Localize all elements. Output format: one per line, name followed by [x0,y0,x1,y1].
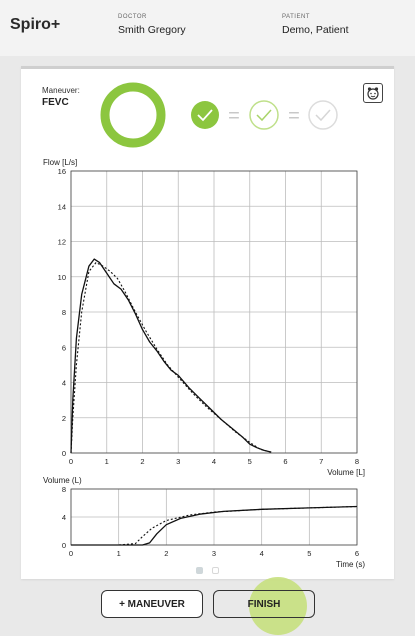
maneuver-label: Maneuver: [42,86,80,95]
x-tick-label: 0 [69,549,73,558]
progress-ring [100,82,166,148]
x-tick-label: 3 [212,549,216,558]
equals-sign: = [228,105,240,127]
quality-indicators: = = [100,82,338,148]
x-tick-label: 5 [248,457,252,466]
x-tick-label: 3 [176,457,180,466]
patient-label: PATIENT [282,14,310,20]
y-tick-label: 8 [62,485,66,494]
finish-touch-highlight [249,577,307,635]
y-tick-label: 10 [58,273,66,282]
x-tick-label: 1 [105,457,109,466]
y-tick-label: 6 [62,343,66,352]
x-tick-label: 1 [117,549,121,558]
x-axis-title: Time (s) [336,560,365,569]
doctor-name: Smith Gregory [118,24,186,36]
patient-name: Demo, Patient [282,24,349,36]
equals-sign: = [288,105,300,127]
x-tick-label: 5 [307,549,311,558]
x-axis-title: Volume [L] [327,468,365,477]
x-tick-label: 8 [355,457,359,466]
plot-frame [70,170,358,454]
x-tick-label: 2 [164,549,168,558]
series-line-reference [70,262,272,454]
app-title: Spiro+ [10,16,61,33]
x-tick-label: 2 [140,457,144,466]
page-indicator [0,567,415,577]
maneuver-value: FEVC [42,97,69,108]
y-tick-label: 2 [62,414,66,423]
page-dot-active[interactable] [196,567,203,574]
finish-button[interactable]: FINISH [213,590,315,618]
y-tick-label: 14 [58,202,66,211]
y-tick-label: 12 [58,238,66,247]
x-tick-label: 0 [69,457,73,466]
y-axis-title: Flow [L/s] [43,158,77,167]
page-dot[interactable] [212,567,219,574]
app-header: Spiro+ DOCTOR Smith Gregory PATIENT Demo… [0,0,415,56]
child-face-icon [367,87,379,100]
y-tick-label: 0 [62,449,66,458]
check-icon [249,100,279,130]
plot-frame [70,488,358,546]
doctor-label: DOCTOR [118,14,147,20]
y-axis-title: Volume (L) [43,477,82,485]
series-line-measured [70,258,272,454]
y-tick-label: 4 [62,379,66,388]
series-line-measured [71,505,358,546]
check-icon [308,100,338,130]
x-tick-label: 4 [260,549,264,558]
check-icon [191,101,219,129]
y-tick-label: 0 [62,541,66,550]
x-tick-label: 7 [319,457,323,466]
y-tick-label: 16 [58,167,66,176]
y-tick-label: 4 [62,513,66,522]
y-tick-label: 8 [62,308,66,317]
x-tick-label: 4 [212,457,216,466]
add-maneuver-button[interactable]: + MANEUVER [101,590,203,618]
x-tick-label: 6 [283,457,287,466]
kid-mode-button[interactable] [363,83,383,103]
maneuver-card: Maneuver: FEVC = = 0 1 2 3 4 5 6 7 8 0 2 4 6 8 10 12 1 [21,66,394,579]
x-tick-label: 6 [355,549,359,558]
